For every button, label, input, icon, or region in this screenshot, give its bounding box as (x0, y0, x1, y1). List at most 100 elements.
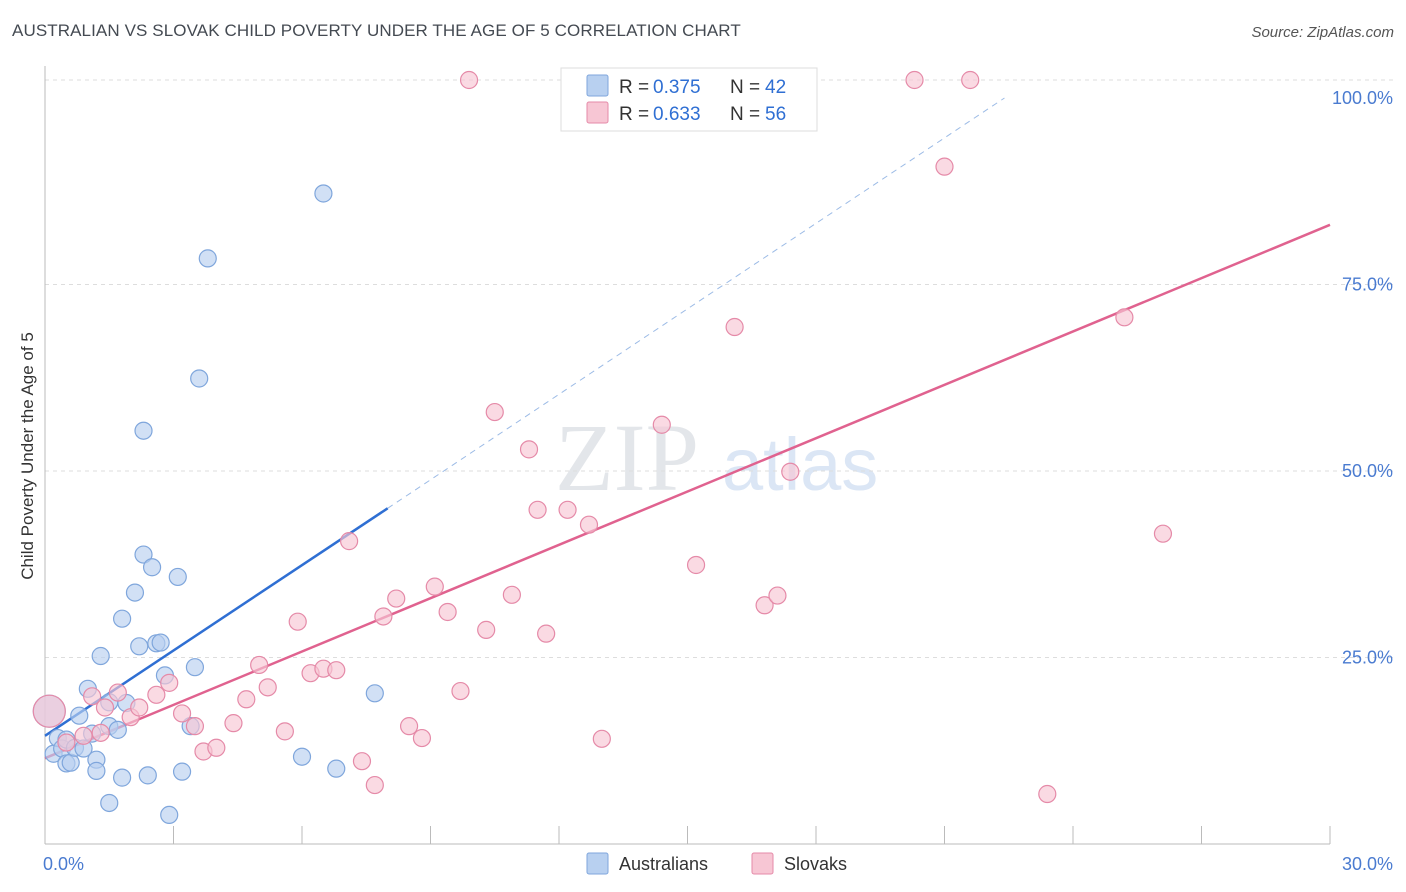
series-legend: Australians Slovaks (586, 852, 847, 875)
slovaks-point (451, 681, 470, 701)
slovaks-point (365, 775, 384, 795)
y-tick-label: 25.0% (1342, 648, 1393, 668)
slovaks-point (425, 577, 444, 596)
legend-n-value-1: 42 (765, 77, 786, 98)
slovaks-point (755, 596, 774, 615)
slovaks-point (250, 655, 269, 675)
x-tick-label-min: 0.0% (43, 854, 84, 874)
legend-n-value-2: 56 (765, 104, 786, 125)
australians-point (91, 646, 110, 666)
y-axis-label: Child Poverty Under the Age of 5 (18, 332, 37, 580)
slovaks-point (32, 694, 66, 728)
chart-source: Source: ZipAtlas.com (1251, 24, 1394, 41)
slovaks-point (399, 717, 419, 736)
slovaks-point (57, 733, 76, 752)
slovaks-point (725, 317, 744, 337)
legend-swatch-australians (586, 74, 609, 97)
slovaks-point (237, 690, 256, 709)
slovaks-point (1038, 784, 1057, 804)
slovaks-point (207, 738, 226, 757)
australians-trend-extension (387, 97, 1005, 509)
legend-n-label-1: N = (730, 77, 760, 98)
legend-r-value-2: 0.633 (653, 104, 701, 125)
australians-point (327, 759, 346, 778)
slovaks-point (768, 586, 787, 605)
slovaks-trend-line (44, 223, 1331, 760)
slovaks-point (224, 714, 243, 733)
australians-point (142, 558, 162, 577)
legend-r-label-1: R = (619, 77, 649, 98)
bottom-legend-swatch-australians (586, 852, 609, 875)
australians-point (108, 720, 127, 739)
slovaks-point (485, 402, 504, 422)
slovaks-point (275, 722, 294, 741)
slovaks-point (592, 729, 611, 748)
australians-point (172, 762, 192, 781)
slovaks-point (108, 683, 127, 702)
australians-point (125, 583, 145, 602)
australians-point (168, 567, 187, 587)
slovaks-point (172, 704, 192, 723)
chart-title: AUSTRALIAN VS SLOVAK CHILD POVERTY UNDER… (12, 21, 741, 40)
australians-point (198, 249, 217, 268)
slovaks-point (537, 624, 556, 643)
slovaks-point (83, 687, 102, 706)
australians-point (138, 766, 157, 785)
bottom-legend-swatch-slovaks (751, 852, 774, 875)
slovaks-point (160, 673, 179, 692)
x-tick-label-max: 30.0% (1342, 854, 1393, 874)
slovaks-point (686, 555, 706, 575)
legend-r-value-1: 0.375 (653, 77, 701, 98)
slovaks-point (130, 698, 149, 717)
slovaks-point (905, 70, 924, 90)
australians-point (100, 793, 119, 813)
y-tick-label: 50.0% (1342, 461, 1393, 481)
slovaks-point (1115, 308, 1134, 327)
slovaks-point (477, 620, 496, 639)
watermark-atlas: atlas (722, 423, 878, 506)
australians-point (134, 421, 153, 440)
slovaks-point (412, 728, 432, 748)
slovaks-point (579, 515, 599, 534)
legend-n-label-2: N = (730, 104, 760, 125)
slovaks-point (528, 500, 547, 519)
australians-point (134, 545, 153, 564)
tick-labels: 25.0% 50.0% 75.0% 100.0% 0.0% 30.0% (43, 88, 1393, 874)
australians-point (292, 747, 312, 766)
watermark-zip: ZIP (555, 404, 699, 511)
australians-point (190, 369, 209, 388)
australians-point (112, 609, 132, 628)
bottom-legend-slovaks: Slovaks (784, 854, 847, 874)
slovaks-point (327, 661, 346, 680)
slovaks-point (340, 532, 359, 551)
slovaks-point (352, 752, 372, 771)
australians-point (185, 658, 205, 677)
slovaks-point (652, 415, 671, 434)
y-tick-label: 75.0% (1342, 275, 1393, 295)
australians-point (130, 637, 149, 656)
slovaks-point (185, 717, 205, 736)
bottom-legend-australians: Australians (619, 854, 708, 874)
slovaks-point (374, 607, 393, 626)
slovaks-point (781, 462, 800, 481)
australians-point (61, 753, 80, 772)
australians-point (70, 706, 89, 725)
australians-point (87, 761, 106, 780)
slovaks-point (258, 678, 277, 697)
slovaks-point (502, 585, 521, 604)
australians-point (112, 768, 132, 787)
legend-r-label-2: R = (619, 104, 649, 125)
slovaks-point (74, 726, 93, 745)
slovaks-point (558, 500, 577, 519)
australians-point (365, 684, 384, 703)
gridlines (45, 79, 1395, 658)
slovaks-point (459, 70, 479, 90)
slovaks-point (288, 612, 307, 631)
australians-point (151, 633, 170, 652)
slovaks-point (438, 602, 457, 622)
australians-point (314, 184, 333, 203)
correlation-legend: R = 0.375 N = 42 R = 0.633 N = 56 (560, 67, 818, 132)
slovaks-point (961, 70, 980, 90)
australians-point (160, 805, 179, 825)
